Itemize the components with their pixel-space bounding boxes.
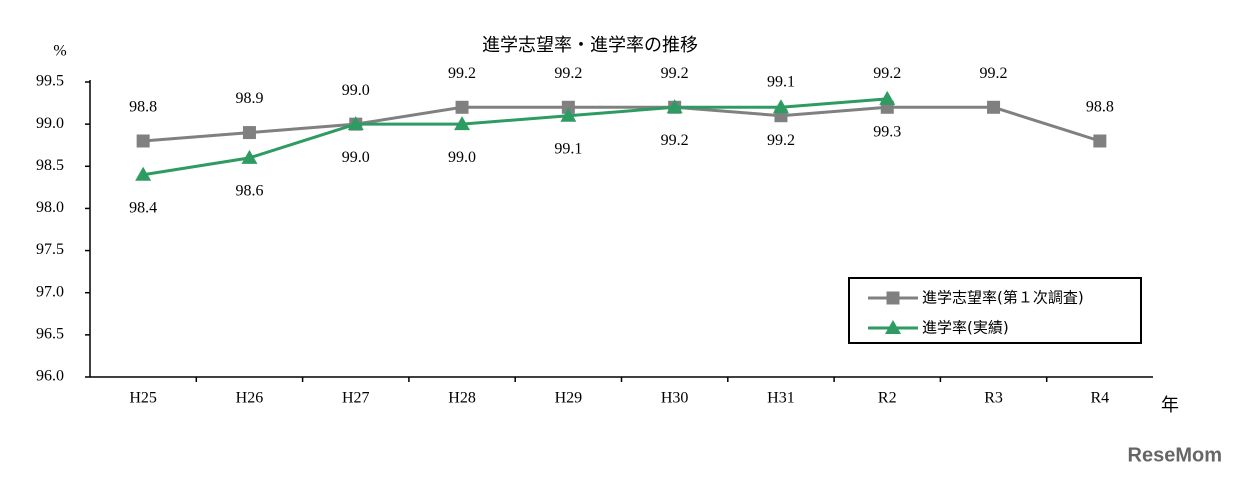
legend-marker [886, 291, 900, 305]
data-label: 98.6 [235, 183, 263, 200]
data-label: 99.1 [767, 73, 795, 90]
chart-title: 進学志望率・進学率の推移 [482, 35, 698, 56]
y-tick-label: 99.5 [36, 73, 64, 90]
data-point [135, 166, 152, 181]
x-tick-label: R2 [878, 390, 897, 407]
x-tick-label: R3 [984, 390, 1003, 407]
data-point [879, 90, 896, 105]
data-label: 99.1 [554, 140, 582, 157]
data-label: 99.2 [661, 65, 689, 82]
data-label: 98.9 [235, 90, 263, 107]
data-label: 98.8 [1086, 99, 1114, 116]
y-unit: % [53, 43, 66, 60]
data-label: 98.4 [129, 199, 157, 216]
data-label: 99.3 [873, 124, 901, 141]
data-point [136, 134, 150, 148]
y-tick-label: 98.0 [36, 199, 64, 216]
data-point [560, 107, 577, 122]
data-point [1093, 134, 1107, 148]
y-tick-label: 98.5 [36, 157, 64, 174]
data-point [561, 100, 575, 114]
data-label: 99.2 [873, 65, 901, 82]
data-label: 99.2 [448, 65, 476, 82]
x-tick-label: H30 [661, 390, 689, 407]
data-point [772, 99, 789, 114]
data-label: 99.2 [980, 65, 1008, 82]
data-point [242, 126, 256, 140]
data-point [454, 116, 471, 131]
y-tick-label: 97.0 [36, 283, 64, 300]
data-label: 98.8 [129, 99, 157, 116]
data-point [666, 99, 683, 114]
series-line [143, 105, 1101, 143]
data-label: 99.0 [342, 149, 370, 166]
data-label: 99.2 [767, 132, 795, 149]
data-label: 99.0 [448, 149, 476, 166]
legend-label: 進学志望率(第１次調査) [922, 289, 1084, 307]
y-tick-label: 99.0 [36, 115, 64, 132]
data-label: 99.0 [342, 82, 370, 99]
data-point [347, 116, 364, 131]
x-tick-label: H29 [555, 390, 583, 407]
y-tick-label: 96.0 [36, 368, 64, 385]
legend-marker [885, 320, 901, 334]
data-point [241, 149, 258, 164]
data-label: 99.2 [554, 65, 582, 82]
data-point [455, 100, 469, 114]
x-unit: 年 [1161, 395, 1179, 416]
x-tick-label: H26 [236, 390, 264, 407]
x-tick-label: H31 [767, 390, 795, 407]
x-tick-label: H25 [129, 390, 157, 407]
data-label: 99.2 [661, 132, 689, 149]
legend-label: 進学率(実績) [922, 319, 1009, 337]
y-tick-label: 97.5 [36, 241, 64, 258]
data-point [987, 100, 1001, 114]
watermark: ReseMom [1128, 444, 1222, 466]
series-line [142, 97, 888, 177]
x-tick-label: H28 [448, 390, 476, 407]
x-tick-label: H27 [342, 390, 370, 407]
x-tick-label: R4 [1091, 390, 1110, 407]
y-tick-label: 96.5 [36, 326, 64, 343]
legend-box [848, 277, 1142, 344]
